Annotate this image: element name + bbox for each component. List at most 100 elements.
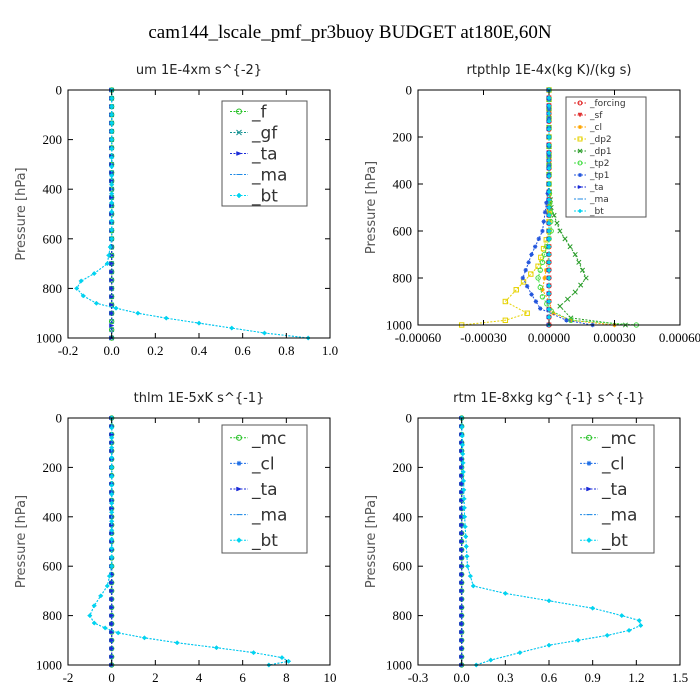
data-point [461, 505, 467, 511]
data-point [459, 564, 465, 569]
x-tick-label: -2 [63, 670, 74, 685]
data-point [459, 638, 465, 643]
legend-entry: _f [251, 103, 268, 123]
data-point [109, 311, 115, 316]
data-point [538, 306, 543, 311]
data-point [98, 593, 104, 599]
data-point [536, 236, 542, 242]
legend-entry: _cl [251, 454, 275, 474]
data-point [567, 244, 573, 250]
data-point [502, 298, 509, 305]
data-point [459, 580, 465, 585]
legend-entry: _bt [589, 207, 604, 217]
data-point [638, 622, 644, 629]
y-tick-label: 600 [43, 559, 63, 574]
legend-marker [236, 460, 242, 466]
data-point [459, 555, 465, 561]
data-point [464, 563, 471, 569]
legend-marker [577, 100, 583, 106]
data-point [636, 617, 642, 624]
data-point [459, 605, 465, 610]
data-point [459, 465, 465, 470]
y-tick-label: 600 [393, 224, 413, 239]
data-point [109, 164, 115, 170]
data-point [109, 323, 115, 328]
data-point [109, 563, 115, 569]
data-point [546, 181, 552, 187]
legend-entry: _bt [601, 531, 628, 551]
legend-marker [586, 460, 592, 466]
data-point [109, 445, 115, 451]
data-point [546, 220, 552, 226]
data-point [459, 539, 465, 544]
data-point [460, 451, 466, 457]
data-point [546, 150, 552, 156]
data-point [113, 305, 119, 311]
data-point [526, 260, 531, 265]
data-point [251, 650, 257, 656]
chart-title: thlm 1E-5xK s^{-1} [134, 391, 265, 406]
x-tick-label: 0.9 [585, 670, 601, 685]
data-point [546, 157, 552, 164]
data-point [524, 310, 530, 316]
data-point [109, 536, 115, 542]
legend-box [571, 424, 655, 554]
data-point [109, 509, 115, 515]
data-point [109, 491, 115, 497]
data-point [459, 481, 465, 486]
data-point [196, 320, 202, 326]
data-point [109, 182, 115, 188]
y-tick-label: 1000 [386, 658, 412, 673]
y-tick-label: 200 [43, 132, 63, 147]
data-point [604, 632, 610, 638]
y-tick-label: 400 [43, 509, 63, 524]
data-point [109, 638, 115, 643]
y-axis-label: Pressure [hPa] [364, 161, 379, 254]
data-point [115, 630, 121, 636]
data-point [104, 583, 110, 589]
data-point [109, 646, 115, 651]
legend: _forcing _sf _cl _dp2 _dp1 _tp2 _tp1 _ta _ma _bt [565, 96, 647, 218]
y-tick-label: 1000 [36, 331, 62, 346]
x-tick-label: 1.0 [322, 343, 338, 358]
data-point [467, 573, 473, 579]
x-tick-label: 0.0 [104, 343, 120, 358]
x-tick-label: 1.2 [628, 670, 644, 685]
data-point [109, 545, 115, 551]
legend-box [221, 424, 308, 554]
data-point [546, 267, 552, 273]
data-point [460, 478, 467, 484]
data-point [529, 252, 534, 257]
chart-panel-1: um 1E-4xm s^{-2} Pressure [hPa] -0.2 0.0 0.2… [14, 63, 338, 358]
data-point [546, 212, 552, 218]
chart-title: rtm 1E-8xkg kg^{-1} s^{-1} [453, 391, 645, 406]
data-point [572, 251, 578, 258]
data-point [459, 473, 465, 478]
data-point [575, 637, 581, 643]
y-tick-label: 0 [56, 411, 63, 426]
x-tick-label: 0.4 [191, 343, 208, 358]
data-point [459, 498, 465, 503]
legend-marker [586, 537, 592, 544]
data-point [546, 642, 552, 648]
x-tick-label: -0.2 [58, 343, 79, 358]
legend-entry: _ma [601, 506, 637, 526]
data-point [104, 261, 110, 267]
data-point [135, 310, 141, 316]
legend-entry: _bt [251, 187, 278, 207]
data-point [459, 448, 465, 454]
data-point [460, 469, 466, 475]
data-point [109, 580, 115, 585]
data-point [546, 95, 552, 101]
data-point [540, 287, 545, 292]
legend-entry: _dp1 [589, 147, 612, 157]
legend: _mc _cl _ta _ma _bt [571, 424, 655, 554]
data-point [213, 645, 220, 651]
data-point [543, 267, 549, 273]
y-tick-label: 800 [43, 281, 63, 296]
legend-entry: _ta [601, 480, 628, 500]
data-point [546, 210, 552, 215]
data-point [546, 118, 552, 124]
data-point [109, 597, 115, 602]
y-tick-label: 200 [393, 460, 413, 475]
